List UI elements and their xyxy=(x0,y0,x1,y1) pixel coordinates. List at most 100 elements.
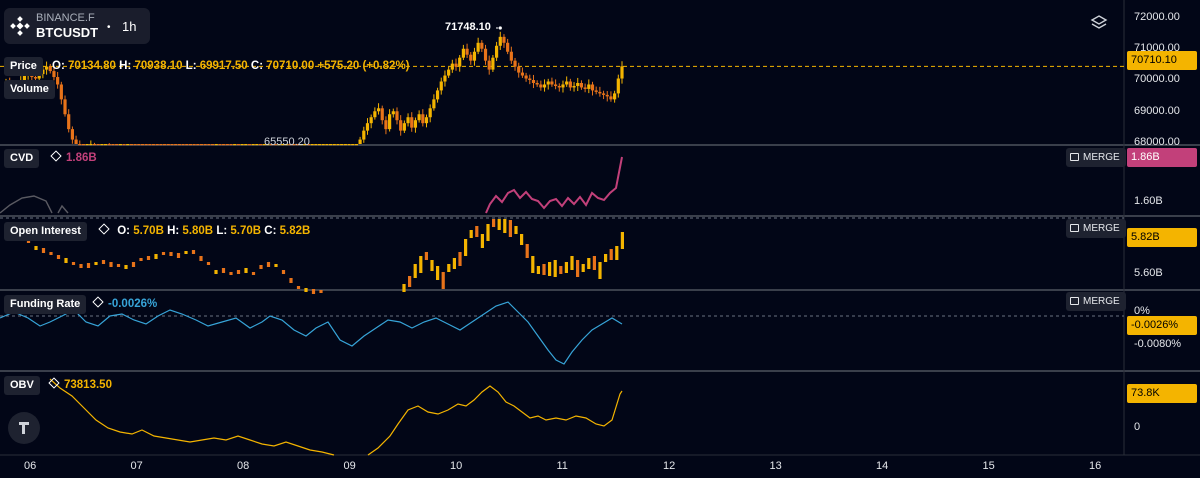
settings-gem-icon[interactable] xyxy=(92,296,104,308)
oi-last-badge: 5.82B xyxy=(1127,228,1197,247)
oi-candle xyxy=(430,260,434,271)
cvd-last-badge: 1.86B xyxy=(1127,148,1197,167)
price-pane-label[interactable]: Price xyxy=(4,57,43,76)
oi-candle xyxy=(139,258,143,261)
oi-candle xyxy=(41,248,46,253)
oi-candle xyxy=(609,249,613,260)
funding-value: -0.0026% xyxy=(108,298,158,310)
price-candle xyxy=(458,57,462,67)
price-candle xyxy=(469,54,473,61)
price-axis-tick: 72000.00 xyxy=(1134,11,1180,23)
price-candle xyxy=(362,130,366,140)
price-candle xyxy=(281,144,285,146)
funding-merge-button[interactable]: MERGE xyxy=(1066,292,1126,311)
tradingview-logo-icon[interactable] xyxy=(8,412,40,444)
price-candle xyxy=(207,144,211,146)
price-candle xyxy=(70,129,74,140)
price-candle xyxy=(115,144,119,146)
price-candle xyxy=(262,144,266,146)
x-axis-tick: 15 xyxy=(982,460,995,472)
price-candle xyxy=(67,114,71,130)
price-candle xyxy=(332,144,336,146)
price-ohlc-readout: O: 70134.80 H: 70938.10 L: 69917.50 C: 7… xyxy=(52,57,410,76)
price-candle xyxy=(89,144,93,146)
cvd-readout: 1.86B xyxy=(50,149,97,168)
price-candle xyxy=(568,81,572,88)
price-candle xyxy=(244,144,248,146)
oi-candle xyxy=(221,268,226,273)
oi-candle xyxy=(598,262,602,279)
oi-merge-button[interactable]: MERGE xyxy=(1066,219,1126,238)
price-candle xyxy=(247,144,252,146)
oi-candle xyxy=(26,240,31,243)
oi-candle xyxy=(199,256,203,261)
funding-last-badge: -0.0026% xyxy=(1127,316,1197,335)
oi-candle xyxy=(79,264,83,268)
price-candle xyxy=(133,144,137,146)
price-candle xyxy=(92,144,97,146)
obv-pane-label[interactable]: OBV xyxy=(4,376,40,395)
funding-merge-label: MERGE xyxy=(1083,296,1120,307)
settings-gem-icon[interactable] xyxy=(48,377,60,389)
price-candle xyxy=(421,114,425,124)
exchange-name: BINANCE.F xyxy=(36,12,95,24)
oi-candle xyxy=(101,260,106,264)
price-candle xyxy=(299,144,303,146)
settings-gem-icon[interactable] xyxy=(50,150,62,162)
price-candle xyxy=(266,144,270,146)
price-candle xyxy=(620,66,624,79)
oi-candle xyxy=(274,264,278,267)
ohlc-close: 70710.00 xyxy=(266,60,315,72)
x-axis-tick: 08 xyxy=(237,460,250,472)
funding-pane-label[interactable]: Funding Rate xyxy=(4,295,87,314)
cvd-line xyxy=(485,156,623,214)
oi-candle xyxy=(576,260,580,277)
price-candle xyxy=(328,144,333,146)
price-candle xyxy=(494,45,499,58)
price-candle xyxy=(410,117,414,128)
price-candle xyxy=(609,96,613,100)
layers-icon[interactable] xyxy=(1090,14,1108,32)
funding-axis-tick: 0% xyxy=(1134,305,1150,317)
price-candle xyxy=(546,81,550,85)
price-candle xyxy=(317,144,322,146)
oi-pane-label[interactable]: Open Interest xyxy=(4,222,87,241)
oi-high: 5.80B xyxy=(182,225,214,237)
volume-pane-label[interactable]: Volume xyxy=(4,80,55,99)
price-candle xyxy=(199,144,204,146)
ohlc-low: 69917.50 xyxy=(199,60,248,72)
oi-candle xyxy=(592,256,596,270)
oi-candle xyxy=(311,289,316,294)
price-candle xyxy=(144,144,148,146)
oi-candle xyxy=(236,270,241,274)
settings-gem-icon[interactable] xyxy=(98,223,110,235)
oi-candle xyxy=(251,272,256,275)
oi-candle xyxy=(161,252,166,255)
price-candle xyxy=(174,144,178,146)
x-axis-tick: 06 xyxy=(24,460,37,472)
price-candle xyxy=(100,144,104,146)
obv-line xyxy=(49,378,335,456)
price-candle xyxy=(159,144,163,146)
x-axis-tick: 12 xyxy=(663,460,676,472)
price-candle xyxy=(376,108,381,112)
price-candle xyxy=(52,71,56,78)
oi-candle xyxy=(525,244,529,258)
x-axis-tick: 11 xyxy=(556,460,568,472)
interval-button[interactable]: 1h xyxy=(122,19,137,34)
header-separator: • xyxy=(107,22,111,33)
cvd-merge-button[interactable]: MERGE xyxy=(1066,148,1126,167)
price-candle xyxy=(524,75,528,79)
low-marker-label: 65550.20 xyxy=(264,136,310,148)
price-candle xyxy=(417,114,421,121)
price-candle xyxy=(520,72,525,76)
cvd-pane-label[interactable]: CVD xyxy=(4,149,40,168)
price-candle xyxy=(56,77,60,85)
price-candle xyxy=(572,85,576,88)
price-candle xyxy=(395,111,399,121)
ohlc-open: 70134.80 xyxy=(67,60,116,72)
price-candle xyxy=(454,63,458,67)
price-candle xyxy=(340,144,344,146)
